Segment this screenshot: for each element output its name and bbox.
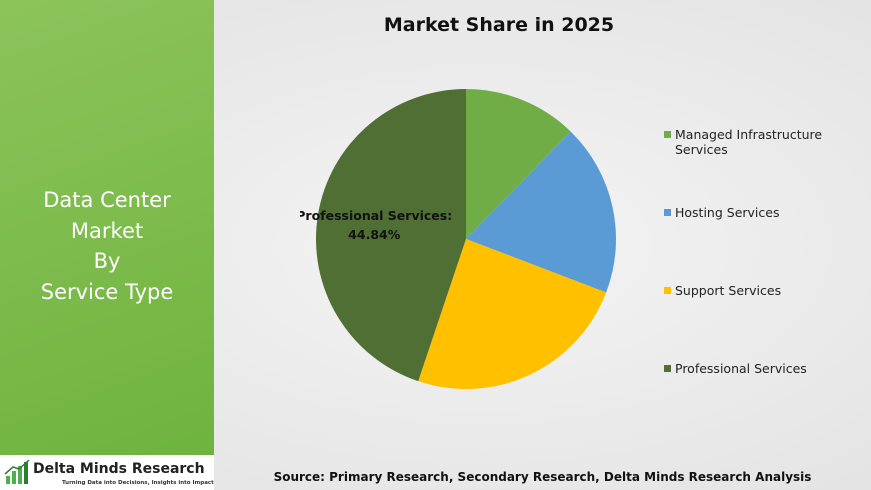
legend-label: Support Services (675, 283, 782, 298)
pie-slice (466, 131, 616, 293)
pie-slice (466, 89, 571, 239)
logo-icon (4, 459, 30, 484)
panel-title-line: Data Center (43, 188, 171, 212)
pie-chart: Professional Services: 44.84% (300, 89, 616, 390)
pie-slice (315, 89, 466, 382)
logo-tagline: Turning Data into Decisions, Insights in… (62, 480, 214, 486)
data-label: Professional Services: 44.84% (300, 208, 452, 242)
legend-swatch (664, 365, 671, 372)
legend-label: Managed Infrastructure Services (675, 127, 823, 157)
legend-swatch (664, 131, 671, 138)
legend-swatch (664, 209, 671, 216)
legend-item: Support Services (664, 283, 864, 298)
panel-title: Data Center Market By Service Type (0, 185, 214, 307)
legend-swatch (664, 287, 671, 294)
logo-name: Delta Minds Research (33, 461, 205, 477)
chart-title: Market Share in 2025 (383, 14, 615, 36)
panel-title-line: Market (70, 218, 144, 243)
legend-label: Professional Services (675, 361, 807, 376)
legend-item: Hosting Services (664, 205, 864, 220)
legend-item: Professional Services (664, 361, 864, 376)
pie-slice (418, 239, 607, 390)
logo: Delta Minds Research Turning Data into D… (0, 455, 214, 490)
panel-title-line: By (93, 249, 121, 273)
legend-item: Managed Infrastructure Services (664, 127, 864, 157)
left-panel: Data Center Market By Service Type (0, 0, 214, 455)
source: Source: Primary Research, Secondary Rese… (273, 470, 812, 484)
legend-label: Hosting Services (675, 205, 780, 220)
panel-title-line: Service Type (40, 279, 174, 304)
